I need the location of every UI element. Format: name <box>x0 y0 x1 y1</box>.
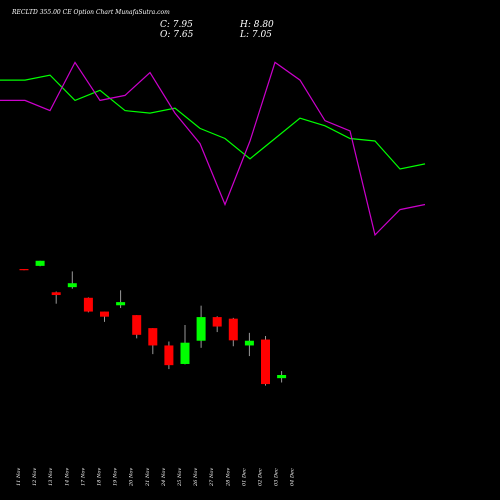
x-tick-label: 24 Nov <box>161 468 167 487</box>
candle-body <box>100 311 109 317</box>
x-tick-label: 25 Nov <box>177 468 183 487</box>
x-tick-label: 11 Nov <box>16 468 22 486</box>
candle-body <box>148 328 158 346</box>
candle-body <box>51 292 61 296</box>
close-label: C: 7.95 <box>160 20 193 30</box>
chart-title: RECLTD 355.00 CE Option Chart MunafaSutr… <box>11 9 170 16</box>
x-tick-label: 01 Dec <box>241 468 247 486</box>
candle <box>51 291 61 304</box>
candle-body <box>67 283 77 288</box>
x-tick-label: 13 Nov <box>48 468 54 486</box>
x-tick-label: 03 Dec <box>274 468 280 486</box>
indicator-lines <box>0 61 426 237</box>
x-tick-label: 20 Nov <box>129 468 135 487</box>
candle <box>180 324 190 365</box>
candle <box>212 316 222 333</box>
candle <box>35 260 45 267</box>
x-tick-label: 14 Nov <box>64 468 70 486</box>
candle <box>19 269 29 271</box>
low-label: L: 7.05 <box>239 30 272 40</box>
candle-body <box>116 302 126 306</box>
x-tick-label: 17 Nov <box>80 468 86 486</box>
candle-body <box>244 340 254 346</box>
indicator-line-1 <box>0 74 426 170</box>
candle <box>100 311 109 322</box>
candle-body <box>35 260 45 266</box>
candle <box>148 328 158 355</box>
candle <box>228 317 238 347</box>
candle-body <box>196 317 206 341</box>
candles <box>19 260 287 386</box>
x-tick-label: 21 Nov <box>145 468 151 487</box>
candle <box>132 315 142 339</box>
candle-body <box>83 297 93 312</box>
candle-body <box>132 315 142 335</box>
x-tick-label: 19 Nov <box>113 468 119 486</box>
x-tick-label: 26 Nov <box>193 468 199 487</box>
x-tick-label: 12 Nov <box>32 468 38 486</box>
candle-body <box>164 345 174 366</box>
x-tick-label: 02 Dec <box>258 468 264 486</box>
candle-body <box>19 269 29 271</box>
x-axis-ticks: 11 Nov 12 Nov 13 Nov 14 Nov 17 Nov 18 Nov 19 N… <box>16 468 296 487</box>
candle <box>116 290 126 309</box>
candle-body <box>212 317 222 327</box>
x-tick-label: 04 Dec <box>290 468 296 486</box>
candle-body <box>228 318 238 341</box>
candle-body <box>277 375 287 379</box>
x-tick-label: 27 Nov <box>209 468 215 487</box>
candle <box>244 332 254 357</box>
high-label: H: 8.80 <box>239 20 274 30</box>
candle-body <box>261 339 270 385</box>
candle <box>196 305 206 348</box>
open-label: O: 7.65 <box>160 30 194 40</box>
candle <box>277 371 287 383</box>
candle <box>261 336 270 386</box>
candle <box>67 271 77 289</box>
x-tick-label: 28 Nov <box>225 468 231 487</box>
indicator-line-2 <box>0 61 426 237</box>
candle <box>164 341 174 370</box>
candle-body <box>180 342 190 364</box>
candle <box>83 297 93 313</box>
x-tick-label: 18 Nov <box>97 468 103 486</box>
